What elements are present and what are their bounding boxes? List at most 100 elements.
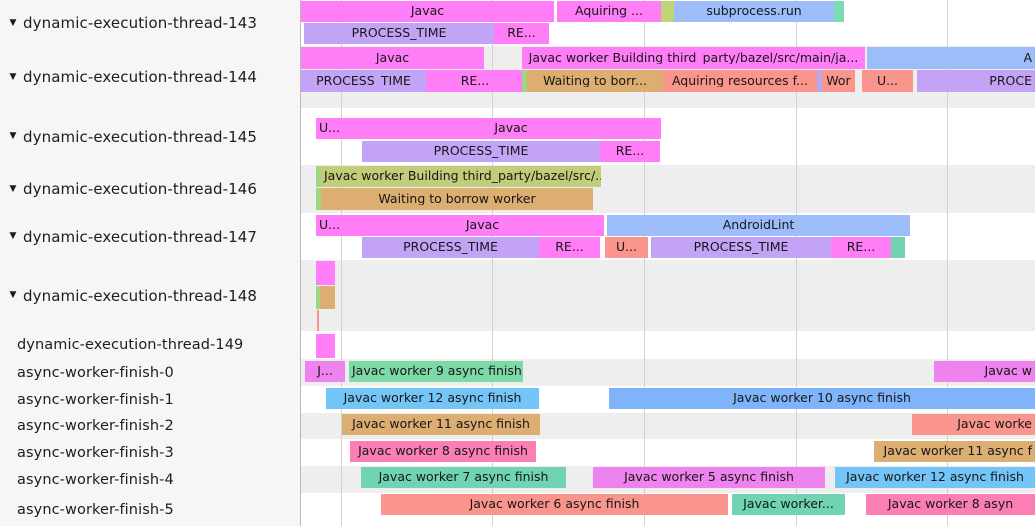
track-name: async-worker-finish-2: [17, 418, 174, 434]
timeline-slice-unlabeled[interactable]: [834, 1, 844, 22]
track-label-dynamic-execution-thread-146[interactable]: ▼ dynamic-execution-thread-146: [0, 165, 300, 213]
timeline-slice-label: RE...: [846, 241, 876, 254]
timeline-slice-unlabeled[interactable]: [316, 286, 320, 309]
timeline-slice-label: Aquiring ...: [574, 5, 644, 18]
timeline-slice[interactable]: Javac worker 12 async finish: [835, 467, 1035, 488]
timeline-slice-label: J...: [317, 365, 333, 378]
timeline-slice[interactable]: AndroidLint: [607, 215, 910, 236]
timeline-slice[interactable]: Javac worker Building third_party/bazel/…: [321, 166, 601, 187]
timeline-slice-unlabeled[interactable]: [320, 286, 335, 309]
chevron-down-icon[interactable]: ▼: [9, 131, 17, 141]
timeline-slice-unlabeled[interactable]: [661, 1, 674, 22]
timeline-slice[interactable]: Javac worker 11 async f: [874, 441, 1035, 462]
track-name: dynamic-execution-thread-148: [23, 286, 258, 305]
time-gridline-4: [947, 0, 948, 526]
timeline-slice[interactable]: Javac worker 12 async finish: [326, 388, 539, 409]
timeline-canvas[interactable]: Javac Aquiring ... subprocess.run PROCESS_T…: [301, 0, 1035, 526]
timeline-slice[interactable]: RE...: [426, 70, 524, 92]
timeline-slice[interactable]: Javac worker 11 async finish: [342, 414, 540, 435]
timeline-slice[interactable]: PROCESS_TIME: [651, 237, 831, 258]
timeline-slice[interactable]: PROCESS_TIME: [362, 237, 539, 258]
timeline-slice[interactable]: Javac: [361, 215, 604, 236]
timeline-slice[interactable]: RE...: [494, 23, 549, 44]
track-label-dynamic-execution-thread-143[interactable]: ▼ dynamic-execution-thread-143: [0, 0, 300, 46]
timeline-slice[interactable]: U...: [605, 237, 648, 258]
timeline-slice[interactable]: RE...: [539, 237, 600, 258]
timeline-slice[interactable]: Javac worker 8 async finish: [350, 441, 536, 462]
timeline-slice-label: Javac worker 7 async finish: [378, 471, 549, 484]
timeline-slice-label: PROCESS_TIME: [403, 241, 498, 254]
timeline-slice[interactable]: Javac worke: [912, 414, 1035, 435]
timeline-slice-label: Javac worker 10 async finish: [733, 392, 911, 405]
timeline-slice[interactable]: Javac: [361, 118, 661, 139]
timeline-slice-label: AndroidLint: [722, 219, 795, 232]
track-label-dynamic-execution-thread-147[interactable]: ▼ dynamic-execution-thread-147: [0, 213, 300, 260]
chevron-down-icon[interactable]: ▼: [9, 17, 17, 28]
track-row-band: [301, 260, 1035, 331]
timeline-slice-unlabeled[interactable]: [316, 261, 335, 285]
timeline-slice-label: U...: [876, 74, 899, 88]
timeline-slice[interactable]: Waiting to borrow worker: [321, 188, 593, 210]
chevron-down-icon[interactable]: ▼: [9, 183, 17, 194]
timeline-slice-unlabeled[interactable]: [891, 237, 905, 258]
chevron-down-icon[interactable]: ▼: [9, 231, 17, 241]
timeline-slice[interactable]: Javac w: [934, 361, 1035, 382]
timeline-slice-label: Javac: [375, 51, 410, 65]
timeline-slice[interactable]: Javac: [301, 1, 554, 22]
timeline-slice[interactable]: Aquiring resources f...: [663, 70, 817, 92]
track-label-async-worker-finish-4[interactable]: ▼async-worker-finish-4: [0, 466, 300, 493]
timeline-slice[interactable]: Wor: [822, 70, 855, 92]
timeline-slice-label: Javac worker...: [743, 498, 834, 511]
timeline-slice[interactable]: Javac worker Building third_party/bazel/…: [522, 47, 865, 69]
chevron-down-icon[interactable]: ▼: [9, 290, 17, 300]
timeline-slice-unlabeled[interactable]: [522, 70, 527, 92]
timeline-slice[interactable]: subprocess.run: [674, 1, 834, 22]
timeline-slice[interactable]: Javac worker 5 async finish: [593, 467, 825, 488]
track-label-async-worker-finish-2[interactable]: ▼async-worker-finish-2: [0, 413, 300, 439]
timeline-slice[interactable]: RE...: [600, 141, 660, 162]
timeline-slice[interactable]: Javac: [301, 47, 484, 69]
track-label-dynamic-execution-thread-148[interactable]: ▼ dynamic-execution-thread-148: [0, 260, 300, 331]
timeline-slice[interactable]: U...: [862, 70, 913, 92]
timeline-slice-unlabeled[interactable]: [316, 334, 335, 358]
timeline-slice[interactable]: PROCESS_TIME: [301, 70, 426, 92]
timeline-slice[interactable]: Javac worker 9 async finish: [349, 361, 523, 382]
timeline-slice-label: Javac worker 11 async finish: [352, 418, 530, 431]
track-name-gutter: ▼ dynamic-execution-thread-143 ▼ dynamic-ex…: [0, 0, 301, 526]
timeline-slice[interactable]: RE...: [831, 237, 891, 258]
track-label-async-worker-finish-5[interactable]: ▼async-worker-finish-5: [0, 493, 300, 526]
track-label-dynamic-execution-thread-144[interactable]: ▼ dynamic-execution-thread-144: [0, 46, 300, 108]
timeline-slice[interactable]: Javac worker 8 asyn: [866, 494, 1035, 515]
timeline-slice[interactable]: PROCE: [917, 70, 1035, 92]
timeline-slice[interactable]: Javac worker 7 async finish: [361, 467, 566, 488]
timeline-slice-label: A: [1023, 51, 1032, 65]
timeline-slice[interactable]: A: [867, 47, 1035, 69]
timeline-slice-label: RE...: [507, 27, 536, 40]
track-label-async-worker-finish-3[interactable]: ▼async-worker-finish-3: [0, 439, 300, 466]
timeline-slice[interactable]: Javac worker 6 async finish: [381, 494, 728, 515]
timeline-slice[interactable]: Javac worker 10 async finish: [609, 388, 1035, 409]
timeline-slice-label: RE...: [615, 145, 645, 158]
time-gridline-0: [341, 0, 342, 526]
timeline-slice[interactable]: PROCESS_TIME: [362, 141, 600, 162]
timeline-slice[interactable]: Javac worker...: [732, 494, 845, 515]
timeline-slice-unlabeled[interactable]: [316, 188, 321, 210]
track-name: dynamic-execution-thread-146: [23, 180, 258, 198]
track-label-async-worker-finish-0[interactable]: ▼async-worker-finish-0: [0, 359, 300, 386]
track-label-dynamic-execution-thread-149[interactable]: ▼dynamic-execution-thread-149: [0, 331, 300, 359]
timeline-slice-unlabeled[interactable]: [316, 166, 321, 187]
chevron-down-icon[interactable]: ▼: [9, 71, 17, 82]
timeline-slice-label: Wor: [826, 74, 851, 88]
timeline-slice-label: Waiting to borrow worker: [378, 192, 536, 206]
track-label-dynamic-execution-thread-145[interactable]: ▼ dynamic-execution-thread-145: [0, 108, 300, 165]
timeline-slice[interactable]: PROCESS_TIME: [304, 23, 494, 44]
timeline-slice[interactable]: Aquiring ...: [557, 1, 661, 22]
track-label-async-worker-finish-1[interactable]: ▼async-worker-finish-1: [0, 386, 300, 413]
timeline-slice[interactable]: Waiting to borr...: [527, 70, 663, 92]
timeline-slice-unlabeled[interactable]: [817, 70, 822, 92]
timeline-slice-unlabeled[interactable]: [317, 310, 319, 331]
timeline-slice[interactable]: J...: [305, 361, 345, 382]
timeline-slice[interactable]: U...: [316, 215, 361, 236]
timeline-slice-label: U...: [319, 122, 341, 135]
timeline-slice[interactable]: U...: [316, 118, 361, 139]
